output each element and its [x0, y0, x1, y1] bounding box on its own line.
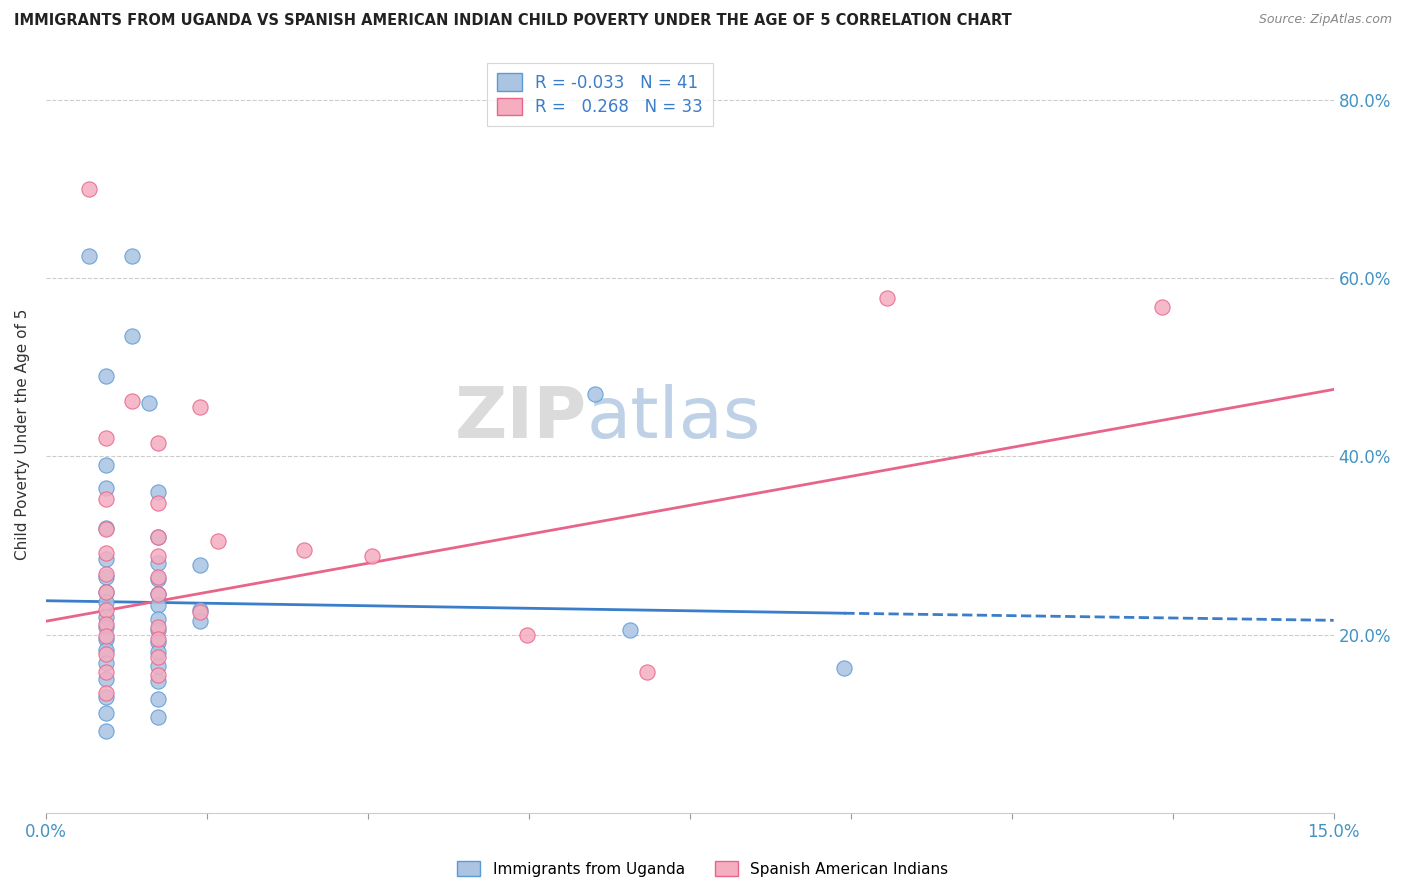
Point [94, 602, 117, 616]
Point [146, 673, 169, 688]
Point [146, 530, 169, 544]
Point [190, 602, 212, 616]
Point [121, 249, 143, 263]
Point [94, 632, 117, 646]
Point [146, 587, 169, 601]
Point [146, 598, 169, 612]
Point [138, 396, 160, 410]
Point [146, 691, 169, 706]
Point [94, 492, 117, 507]
Point [146, 667, 169, 681]
Point [94, 706, 117, 720]
Point [146, 645, 169, 659]
Point [94, 521, 117, 535]
Point [190, 558, 212, 572]
Point [146, 549, 169, 563]
Text: Source: ZipAtlas.com: Source: ZipAtlas.com [1258, 13, 1392, 27]
Point [94, 569, 117, 583]
Point [94, 690, 117, 704]
Point [94, 647, 117, 661]
Legend: Immigrants from Uganda, Spanish American Indians: Immigrants from Uganda, Spanish American… [450, 853, 956, 884]
Point [94, 620, 117, 634]
Point [94, 458, 117, 473]
Point [146, 611, 169, 625]
Point [146, 623, 169, 637]
Point [94, 629, 117, 643]
Point [146, 572, 169, 586]
Point [94, 551, 117, 566]
Point [94, 566, 117, 581]
Point [94, 545, 117, 559]
Point [146, 436, 169, 450]
Point [94, 723, 117, 738]
Point [834, 661, 856, 675]
Point [207, 534, 229, 549]
Point [94, 665, 117, 679]
Point [94, 584, 117, 599]
Point [190, 614, 212, 628]
Point [146, 709, 169, 723]
Point [77, 182, 100, 196]
Point [583, 387, 606, 401]
Point [94, 584, 117, 599]
Point [190, 401, 212, 415]
Text: IMMIGRANTS FROM UGANDA VS SPANISH AMERICAN INDIAN CHILD POVERTY UNDER THE AGE OF: IMMIGRANTS FROM UGANDA VS SPANISH AMERIC… [14, 13, 1012, 29]
Point [94, 594, 117, 608]
Point [94, 432, 117, 446]
Point [146, 632, 169, 646]
Legend: R = -0.033   N = 41, R =   0.268   N = 33: R = -0.033 N = 41, R = 0.268 N = 33 [486, 63, 713, 127]
Point [1150, 300, 1173, 314]
Point [146, 569, 169, 583]
Point [146, 496, 169, 510]
Point [146, 587, 169, 601]
Point [77, 249, 100, 263]
Point [146, 556, 169, 570]
Point [94, 616, 117, 631]
Point [94, 642, 117, 657]
Point [94, 609, 117, 624]
Point [361, 549, 384, 563]
Point [94, 656, 117, 670]
Point [94, 672, 117, 686]
Point [121, 394, 143, 409]
Y-axis label: Child Poverty Under the Age of 5: Child Poverty Under the Age of 5 [15, 309, 30, 559]
Point [636, 665, 658, 679]
Point [292, 542, 315, 557]
Point [94, 369, 117, 384]
Point [146, 620, 169, 634]
Point [94, 685, 117, 699]
Text: ZIP: ZIP [454, 384, 586, 453]
Point [619, 623, 641, 637]
Point [146, 530, 169, 544]
Point [146, 649, 169, 664]
Point [94, 523, 117, 537]
Text: atlas: atlas [586, 384, 761, 453]
Point [146, 634, 169, 648]
Point [94, 481, 117, 495]
Point [516, 627, 538, 641]
Point [146, 658, 169, 673]
Point [146, 485, 169, 500]
Point [121, 329, 143, 343]
Point [190, 605, 212, 619]
Point [876, 291, 898, 305]
